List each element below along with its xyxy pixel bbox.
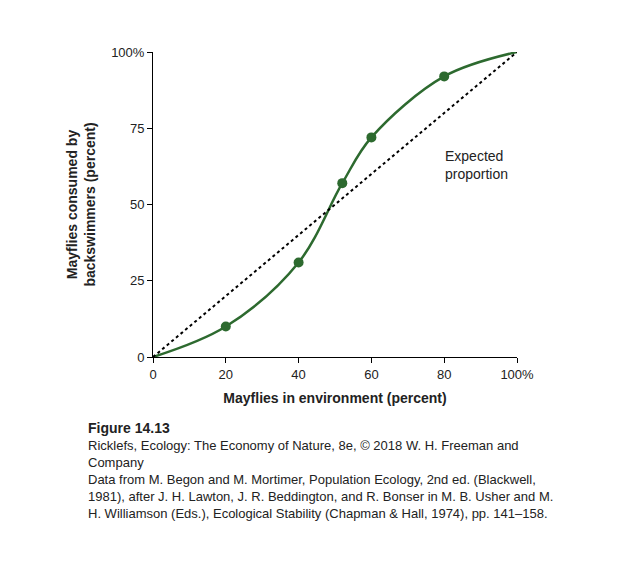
svg-text:50: 50 (130, 197, 144, 212)
svg-text:Mayflies in environment (perce: Mayflies in environment (percent) (223, 390, 446, 406)
svg-text:25: 25 (130, 273, 144, 288)
html-text:Ricklefs, Ecology: The Economy: Ricklefs, Ecology: The Economy of Nature… (88, 438, 519, 470)
html-text:Figure 14.13: Figure 14.13 (88, 420, 170, 436)
svg-text:100%: 100% (500, 367, 534, 382)
svg-text:0: 0 (137, 350, 144, 365)
svg-text:20: 20 (219, 367, 233, 382)
svg-text:75: 75 (130, 121, 144, 136)
svg-text:60: 60 (364, 367, 378, 382)
svg-text:0: 0 (149, 367, 156, 382)
svg-text:Expectedproportion: Expectedproportion (445, 148, 508, 182)
svg-text:100%: 100% (111, 45, 145, 60)
svg-text:80: 80 (437, 367, 451, 382)
svg-text:40: 40 (291, 367, 305, 382)
svg-text:Mayflies consumed bybackswimme: Mayflies consumed bybackswimmers (percen… (64, 122, 98, 286)
html-text:Data from M. Begon and M. Mort: Data from M. Begon and M. Mortimer, Popu… (88, 472, 554, 521)
